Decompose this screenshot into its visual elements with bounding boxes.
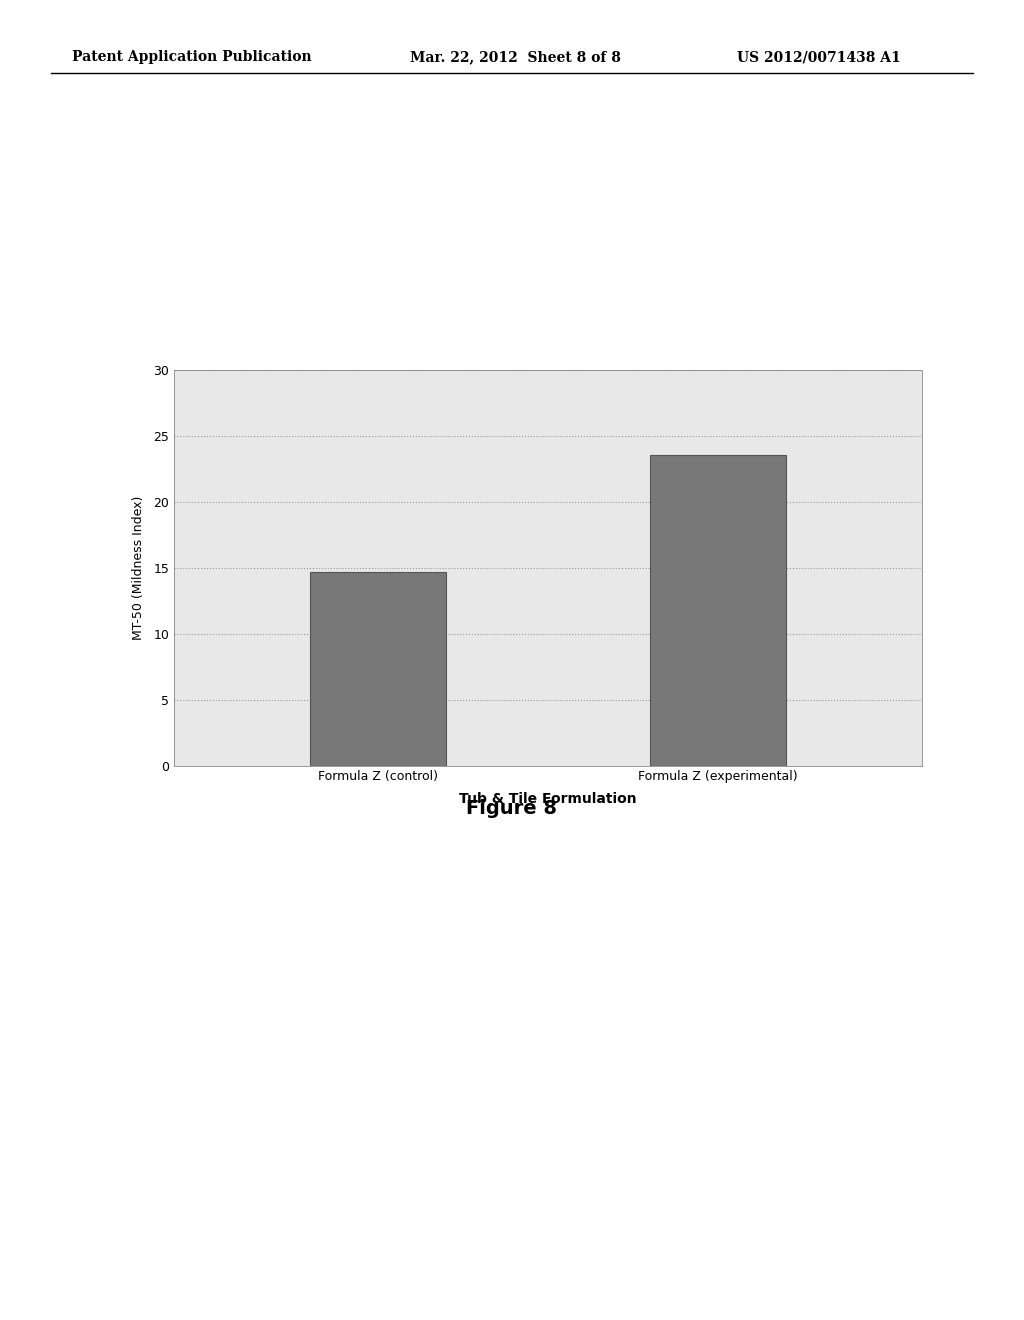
- Y-axis label: MT-50 (Mildness Index): MT-50 (Mildness Index): [132, 495, 145, 640]
- Bar: [650, 455, 785, 766]
- Text: US 2012/0071438 A1: US 2012/0071438 A1: [737, 50, 901, 65]
- X-axis label: Tub & Tile Formulation: Tub & Tile Formulation: [459, 792, 637, 805]
- Text: Mar. 22, 2012  Sheet 8 of 8: Mar. 22, 2012 Sheet 8 of 8: [410, 50, 621, 65]
- Text: Patent Application Publication: Patent Application Publication: [72, 50, 311, 65]
- Text: Figure 8: Figure 8: [467, 799, 557, 817]
- Bar: [310, 572, 445, 766]
